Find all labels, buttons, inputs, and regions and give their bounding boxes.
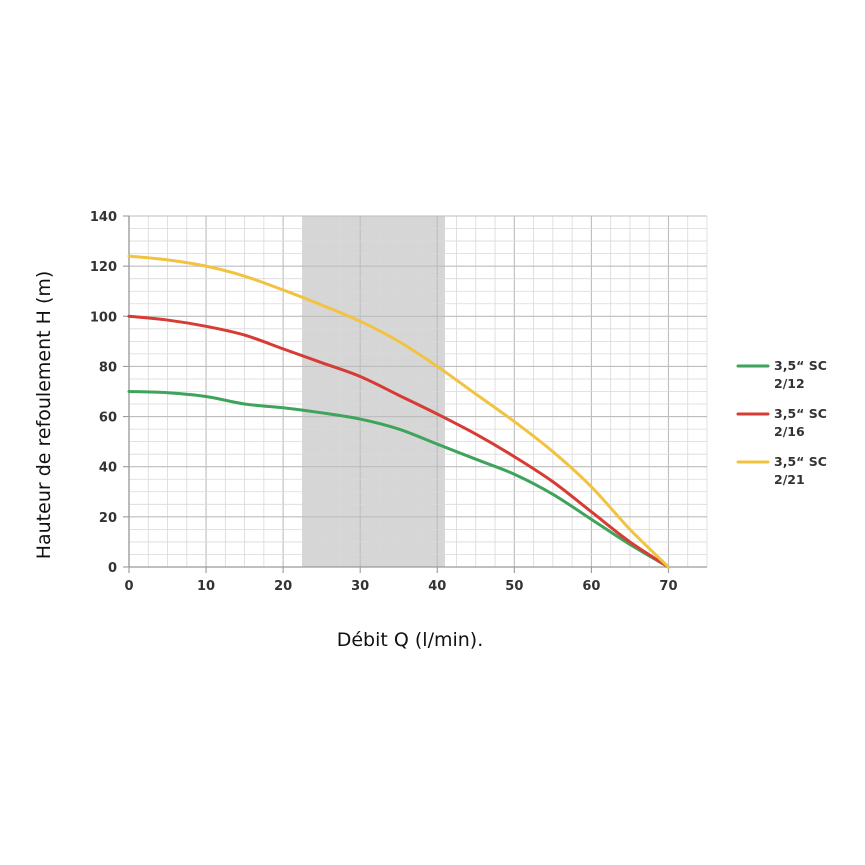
x-tick-label: 60: [582, 579, 600, 594]
x-tick-label: 10: [197, 579, 215, 594]
axes: 0 10 20 30 40 50 60 70 0 20 40 60 80 100 120 140: [90, 210, 707, 594]
y-tick-label: 40: [99, 461, 117, 476]
legend-label-line1: 3,5“ SC: [774, 406, 827, 421]
legend-label-line2: 2/16: [774, 424, 805, 439]
legend-label-line1: 3,5“ SC: [774, 454, 827, 469]
y-tick-label: 0: [108, 561, 117, 576]
series-line-2-12: [127, 390, 670, 569]
x-tick-label: 30: [351, 579, 369, 594]
y-tick-label: 140: [90, 210, 117, 225]
y-tick-label: 120: [90, 260, 117, 275]
x-tick-label: 50: [505, 579, 523, 594]
y-axis-title: Hauteur de refoulement H (m): [33, 271, 55, 560]
y-tick-label: 60: [99, 411, 117, 426]
x-tick-label: 70: [659, 579, 677, 594]
legend-label-line1: 3,5“ SC: [774, 358, 827, 373]
series-line-2-16: [127, 314, 670, 569]
x-tick-label: 20: [274, 579, 292, 594]
y-tick-label: 100: [90, 310, 117, 325]
legend-label-line2: 2/12: [774, 376, 805, 391]
series-line-2-21: [127, 254, 670, 569]
y-tick-label: 80: [99, 360, 117, 375]
x-axis-title: Débit Q (l/min).: [337, 629, 484, 651]
y-tick-label: 20: [99, 511, 117, 526]
legend-label-line2: 2/21: [774, 472, 805, 487]
series-lines: [127, 254, 670, 569]
x-tick-label: 0: [124, 579, 133, 594]
x-tick-label: 40: [428, 579, 446, 594]
legend: 3,5“ SC 2/12 3,5“ SC 2/16 3,5“ SC 2/21: [736, 358, 827, 487]
